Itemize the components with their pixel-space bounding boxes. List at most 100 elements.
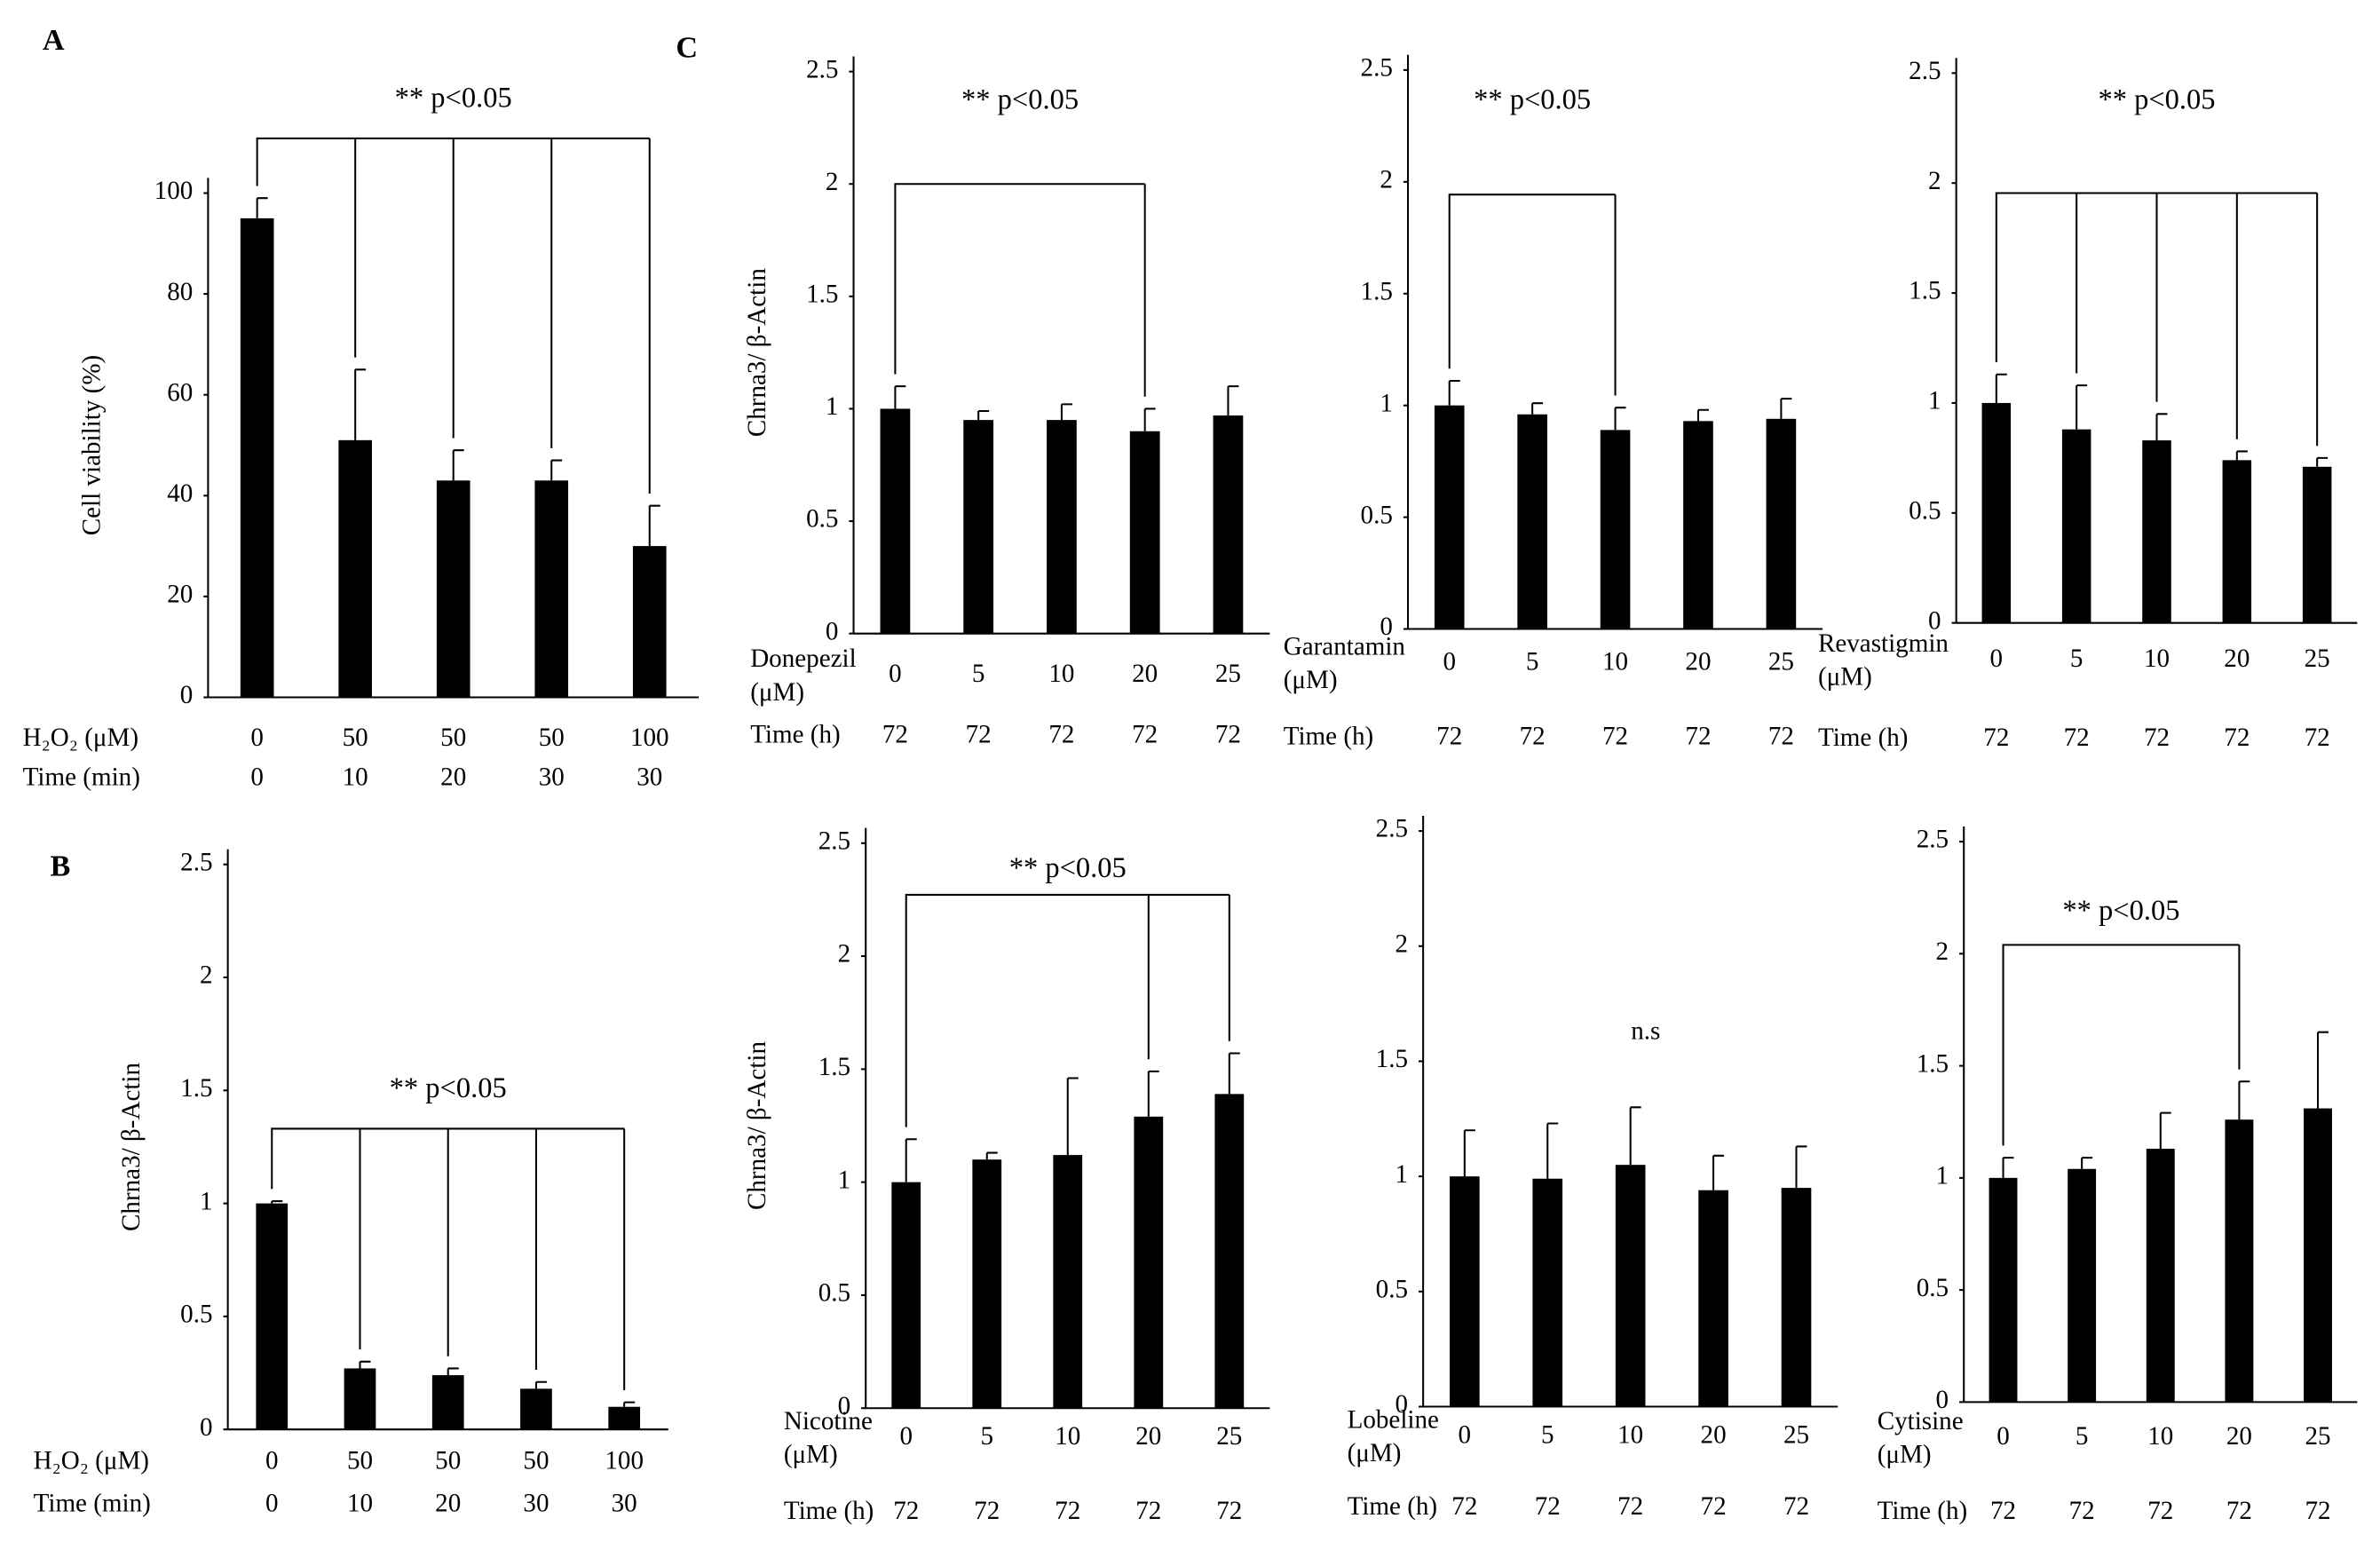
bar bbox=[520, 1388, 552, 1430]
error-bar bbox=[623, 1401, 636, 1407]
bar bbox=[880, 408, 911, 634]
y-tick-label: 1.5 bbox=[1376, 1045, 1408, 1073]
row-label: Lobeline bbox=[1348, 1405, 1439, 1434]
bar bbox=[963, 420, 994, 634]
x-tick-label: 5 bbox=[2070, 644, 2083, 673]
x-tick-label: 25 bbox=[1215, 660, 1241, 688]
row-label: (μM) bbox=[784, 1441, 838, 1469]
y-tick-label: 80 bbox=[167, 278, 193, 306]
error-bar bbox=[1629, 1106, 1641, 1166]
time-label: 72 bbox=[1701, 1492, 1727, 1521]
y-axis-label: Cell viability (%) bbox=[78, 355, 107, 536]
significance-label: ** p<0.05 bbox=[2098, 83, 2215, 115]
error-bar bbox=[1227, 385, 1239, 416]
time-label: 10 bbox=[343, 763, 368, 792]
x-tick-label: 0 bbox=[899, 1422, 913, 1451]
bar bbox=[1989, 1177, 2018, 1403]
time-label: 72 bbox=[1055, 1497, 1080, 1525]
bar bbox=[1214, 1094, 1245, 1409]
time-label: 72 bbox=[1990, 1497, 2016, 1525]
significance-bracket bbox=[905, 893, 1230, 1127]
x-tick-label: 50 bbox=[523, 1446, 549, 1475]
x-tick-label: 25 bbox=[1768, 648, 1794, 676]
y-tick-label: 1 bbox=[838, 1166, 851, 1194]
y-tick-label: 2 bbox=[1380, 166, 1393, 194]
row-label: (μM) bbox=[1878, 1441, 1932, 1469]
time-label: 72 bbox=[2224, 724, 2250, 752]
time-label: 72 bbox=[1135, 1497, 1161, 1525]
x-tick-label: 5 bbox=[1541, 1420, 1554, 1449]
bar bbox=[972, 1159, 1002, 1409]
error-bar bbox=[1614, 407, 1626, 431]
bar bbox=[256, 1203, 289, 1430]
significance-bracket bbox=[1448, 194, 1617, 396]
row-label: Nicotine bbox=[784, 1407, 873, 1435]
time-label: 72 bbox=[974, 1497, 1000, 1525]
x-tick-label: 0 bbox=[889, 660, 902, 688]
time-label: 72 bbox=[1451, 1492, 1477, 1521]
row-label: (μM) bbox=[750, 678, 804, 707]
significance-label: ** p<0.05 bbox=[395, 83, 512, 115]
row-label: Donepezil bbox=[750, 644, 856, 673]
x-tick-label: 100 bbox=[630, 724, 669, 752]
significance-label: ** p<0.05 bbox=[390, 1072, 507, 1104]
bar bbox=[1532, 1178, 1563, 1407]
x-tick-label: 0 bbox=[1459, 1420, 1472, 1449]
y-tick-label: 0 bbox=[826, 617, 839, 645]
x-tick-label: 50 bbox=[343, 724, 368, 752]
time-label: 72 bbox=[1215, 721, 1241, 749]
bar bbox=[240, 217, 274, 698]
bar bbox=[436, 480, 470, 698]
error-bar bbox=[359, 1360, 371, 1369]
time-label: 72 bbox=[1132, 721, 1158, 749]
bar bbox=[344, 1368, 376, 1430]
x-tick-label: 25 bbox=[2305, 1422, 2330, 1451]
error-bar bbox=[1795, 1145, 1807, 1189]
x-tick-label: 20 bbox=[1132, 660, 1158, 688]
error-bar bbox=[2238, 1080, 2250, 1120]
row-label: H₂O₂ (μM) bbox=[34, 1446, 149, 1475]
error-bar bbox=[550, 459, 563, 481]
y-tick-label: 1.5 bbox=[1909, 277, 1941, 305]
time-label: 72 bbox=[1783, 1492, 1809, 1521]
error-bar bbox=[2076, 384, 2088, 430]
bar bbox=[891, 1182, 921, 1409]
bar bbox=[431, 1375, 464, 1430]
time-label: 72 bbox=[1617, 1492, 1643, 1521]
x-tick-label: 0 bbox=[250, 724, 264, 752]
time-label: 72 bbox=[1983, 724, 2009, 752]
x-tick-label: 10 bbox=[1602, 648, 1628, 676]
error-bar bbox=[977, 409, 990, 421]
y-tick-label: 1.5 bbox=[806, 281, 838, 309]
y-tick-label: 2.5 bbox=[1376, 815, 1408, 843]
time-label: 72 bbox=[1520, 722, 1546, 750]
y-tick-label: 0.5 bbox=[1376, 1276, 1408, 1304]
y-tick-label: 0 bbox=[1380, 613, 1393, 641]
time-label: 30 bbox=[523, 1489, 549, 1517]
x-tick-label: 20 bbox=[2226, 1422, 2252, 1451]
significance-label: ** p<0.05 bbox=[961, 83, 1079, 115]
bar bbox=[1450, 1176, 1480, 1407]
y-tick-label: 0.5 bbox=[818, 1279, 850, 1308]
y-tick-label: 0.5 bbox=[1909, 496, 1941, 525]
x-tick-label: 5 bbox=[1526, 648, 1539, 676]
significance-bracket bbox=[2002, 944, 2241, 1146]
panel-letter: B bbox=[50, 850, 70, 883]
y-tick-label: 2 bbox=[1936, 937, 1949, 966]
y-tick-label: 0 bbox=[200, 1413, 213, 1442]
x-tick-label: 50 bbox=[440, 724, 466, 752]
significance-bracket bbox=[271, 1127, 626, 1390]
y-tick-label: 60 bbox=[167, 378, 193, 407]
bar bbox=[1053, 1155, 1083, 1409]
x-tick-label: 10 bbox=[1055, 1422, 1080, 1451]
y-axis-label: Chrna3/ β-Actin bbox=[117, 1062, 146, 1230]
x-tick-label: 20 bbox=[1135, 1422, 1161, 1451]
y-tick-label: 2.5 bbox=[818, 826, 850, 855]
time-label: 72 bbox=[1535, 1492, 1561, 1521]
y-tick-label: 2 bbox=[1928, 167, 1941, 195]
bar bbox=[1213, 415, 1244, 634]
time-label: 72 bbox=[2226, 1497, 2252, 1525]
row-label: Cytisine bbox=[1878, 1407, 1964, 1435]
x-tick-label: 50 bbox=[435, 1446, 461, 1475]
bar bbox=[1781, 1188, 1812, 1407]
